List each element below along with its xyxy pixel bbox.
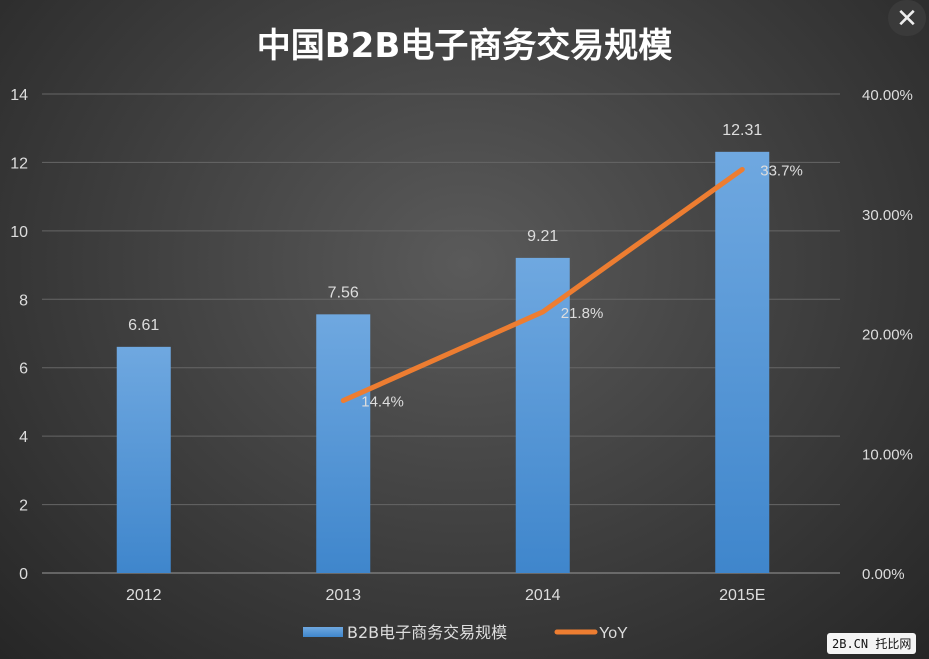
left-tick-label: 2: [19, 498, 28, 515]
bar-data-label: 12.31: [722, 122, 762, 139]
right-tick-label: 30.00%: [862, 207, 913, 224]
line-data-label: 14.4%: [361, 394, 404, 411]
bar-data-label: 6.61: [128, 317, 159, 334]
right-tick-label: 20.00%: [862, 327, 913, 344]
right-tick-label: 40.00%: [862, 87, 913, 104]
right-tick-label: 10.00%: [862, 446, 913, 463]
x-tick-label: 2012: [126, 587, 162, 604]
left-tick-label: 4: [19, 429, 28, 446]
watermark: 2B.CN 托比网: [827, 633, 917, 654]
yoy-line: [340, 166, 745, 404]
legend-bar-label: B2B电子商务交易规模: [347, 623, 507, 642]
x-tick-label: 2015E: [719, 587, 765, 604]
line-data-label: 21.8%: [561, 305, 604, 322]
left-tick-label: 12: [10, 155, 28, 172]
chart-title: 中国B2B电子商务交易规模: [256, 26, 673, 66]
left-tick-label: 8: [19, 292, 28, 309]
bar: [316, 314, 371, 573]
right-tick-label: 0.00%: [862, 566, 905, 583]
left-tick-label: 10: [10, 224, 28, 241]
left-tick-label: 6: [19, 361, 28, 378]
line-data-label: 33.7%: [760, 162, 803, 179]
left-tick-label: 0: [19, 566, 28, 583]
legend-line-label: YoY: [599, 625, 628, 642]
x-tick-label: 2013: [325, 587, 361, 604]
x-tick-label: 2014: [525, 587, 561, 604]
bar: [116, 346, 171, 573]
left-tick-label: 14: [10, 87, 28, 104]
bar-data-label: 9.21: [527, 228, 558, 245]
close-button[interactable]: ✕: [888, 0, 926, 36]
legend-bar-swatch: [303, 627, 343, 637]
bar: [715, 151, 770, 573]
bar-data-label: 7.56: [328, 284, 359, 301]
